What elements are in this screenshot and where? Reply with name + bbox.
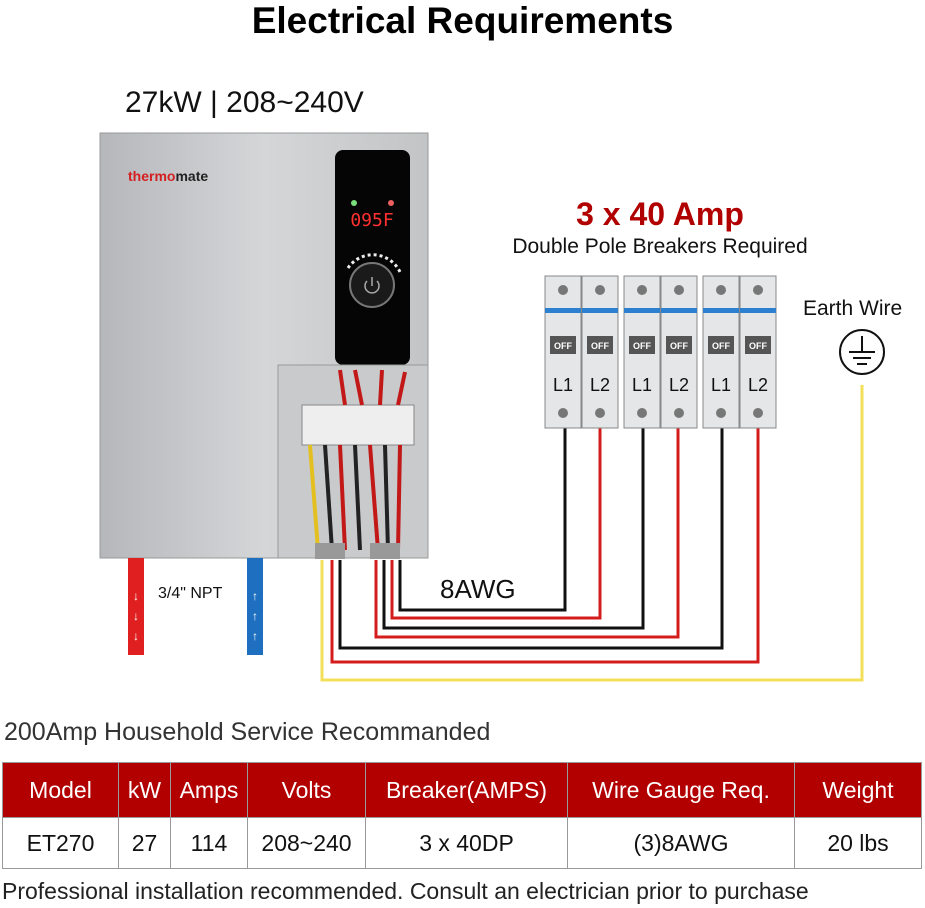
pole-label: L2 — [590, 375, 610, 395]
pole-label: L2 — [669, 375, 689, 395]
pole-label: L1 — [632, 375, 652, 395]
off-label: OFF — [554, 341, 572, 351]
svg-text:↑: ↑ — [252, 629, 258, 643]
header-cell: Wire Gauge Req. — [567, 762, 795, 818]
svg-text:↓: ↓ — [133, 629, 139, 643]
table-header-row: Model kW Amps Volts Breaker(AMPS) Wire G… — [2, 762, 922, 818]
heat-led — [388, 200, 394, 206]
breaker-heading: 3 x 40 Amp — [576, 196, 744, 232]
ground-icon — [839, 329, 885, 375]
brand-logo: thermomate — [128, 168, 208, 184]
pole-label: L1 — [553, 375, 573, 395]
header-cell: Model — [2, 762, 119, 818]
earth-wire-label: Earth Wire — [803, 297, 903, 320]
power-led — [351, 200, 357, 206]
water-heater: thermomate 095F — [99, 132, 429, 559]
off-label: OFF — [749, 341, 767, 351]
earth-wire — [320, 385, 864, 682]
pole-label: L1 — [711, 375, 731, 395]
control-panel — [335, 150, 410, 365]
wire-l1-1 — [398, 428, 567, 612]
wire-l1-3 — [338, 428, 724, 650]
wires — [320, 385, 864, 682]
header-cell: Amps — [170, 762, 248, 818]
header-cell: Weight — [794, 762, 922, 818]
off-label: OFF — [712, 341, 730, 351]
table-cell: 20 lbs — [794, 817, 922, 869]
wire-l2-3 — [330, 428, 760, 664]
svg-text:↓: ↓ — [133, 609, 139, 623]
pipe-size-label: 3/4" NPT — [158, 585, 223, 602]
spec-table: Model kW Amps Volts Breaker(AMPS) Wire G… — [2, 762, 922, 869]
table-cell: 208~240 — [247, 817, 366, 869]
temperature-display: 095F — [350, 210, 393, 231]
off-label: OFF — [670, 341, 688, 351]
table-cell: ET270 — [2, 817, 119, 869]
service-note: 200Amp Household Service Recommanded — [4, 718, 491, 746]
cold-water-pipe: ↑ ↑ ↑ — [247, 558, 263, 655]
wiring-diagram: thermomate 095F ↓↓↓ ↑↑↑ OFFL1OFFL2OFFL1O… — [99, 132, 885, 682]
power-icon — [364, 277, 380, 294]
table-cell: 114 — [170, 817, 248, 869]
double-pole-breaker: OFF L1 OFF L2 — [702, 275, 777, 429]
header-cell: Breaker(AMPS) — [365, 762, 568, 818]
footer-note: Professional installation recommended. C… — [2, 878, 809, 904]
double-pole-breaker: OFF L1 OFF L2 — [544, 275, 619, 429]
table-cell: (3)8AWG — [567, 817, 795, 869]
hot-water-pipe: ↓ ↓ ↓ — [128, 558, 144, 655]
header-cell: Volts — [247, 762, 366, 818]
wire-l2-1 — [390, 428, 602, 620]
table-row: ET270 27 114 208~240 3 x 40DP (3)8AWG 20… — [2, 817, 922, 869]
terminal-block — [301, 404, 415, 446]
off-label: OFF — [591, 341, 609, 351]
breaker-subheading: Double Pole Breakers Required — [512, 235, 808, 258]
svg-text:↑: ↑ — [252, 609, 258, 623]
page-title: Electrical Requirements — [251, 0, 674, 41]
breakers: OFF L1 OFF L2 OFF L1 OFF L2 OFF L1 OFF L2 — [544, 275, 777, 429]
table-cell: 3 x 40DP — [365, 817, 568, 869]
pole-label: L2 — [748, 375, 768, 395]
conduit-fitting — [370, 543, 400, 559]
header-cell: kW — [118, 762, 171, 818]
wire-l2-2 — [374, 428, 680, 639]
off-label: OFF — [633, 341, 651, 351]
terminal-compartment — [277, 364, 429, 559]
power-spec: 27kW | 208~240V — [125, 86, 364, 119]
wire-gauge-label: 8AWG — [440, 574, 516, 604]
double-pole-breaker: OFF L1 OFF L2 — [623, 275, 698, 429]
svg-text:↑: ↑ — [252, 589, 258, 603]
conduit-fitting — [315, 543, 345, 559]
table-cell: 27 — [118, 817, 171, 869]
wire-l1-2 — [382, 428, 645, 630]
svg-text:↓: ↓ — [133, 589, 139, 603]
